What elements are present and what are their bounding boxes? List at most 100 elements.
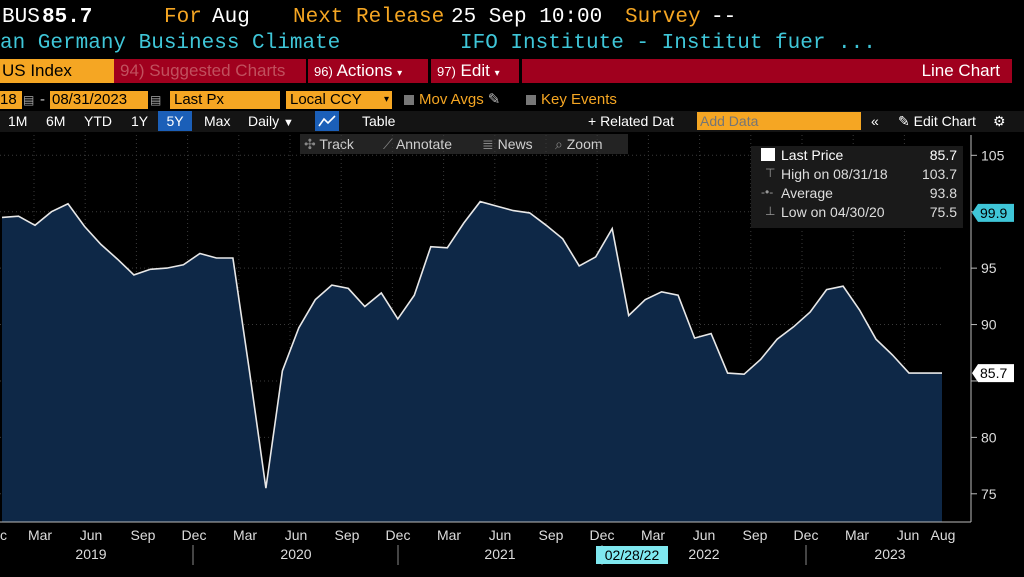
edit-label: Edit xyxy=(460,61,490,80)
key-events-toggle[interactable]: Key Events xyxy=(526,91,617,109)
price-area xyxy=(2,201,942,522)
start-calendar-icon[interactable]: ▤ xyxy=(23,93,35,107)
edit-chart-pencil-icon: ✎ xyxy=(898,113,910,129)
edit-number: 97) xyxy=(437,64,456,79)
news-icon: ≣ xyxy=(482,136,494,152)
key-events-checkbox[interactable] xyxy=(526,95,536,105)
survey-value: -- xyxy=(711,6,737,29)
range-ytd[interactable]: YTD xyxy=(84,113,112,129)
pencil-icon[interactable]: ✎ xyxy=(487,91,501,108)
field-value: Last Px xyxy=(174,91,225,108)
settings-gear-icon[interactable]: ⚙ xyxy=(993,113,1006,129)
legend-last-value: 85.7 xyxy=(929,147,957,163)
range-5y[interactable]: 5Y xyxy=(158,111,192,131)
y-tick-label: 75 xyxy=(981,486,997,502)
x-year-label: 2022 xyxy=(688,546,719,562)
end-date-field[interactable]: 08/31/2023 xyxy=(50,91,148,109)
suggested-charts-button[interactable]: 94) Suggested Charts xyxy=(114,59,306,83)
last-price-swatch xyxy=(761,148,775,161)
chart-type-label: Line Chart xyxy=(921,61,1000,80)
high-marker-icon: ⊤ xyxy=(765,166,776,180)
x-tick-label: Dec xyxy=(182,527,207,543)
currency-select[interactable]: Local CCY ▾ xyxy=(286,91,392,109)
add-data-input[interactable] xyxy=(697,112,861,130)
y-tick-label: 90 xyxy=(981,317,997,333)
index-tab[interactable]: US Index xyxy=(0,59,114,83)
start-date-value: 18 xyxy=(0,91,17,108)
x-tick-label: Dec xyxy=(794,527,819,543)
average-marker-icon: -•- xyxy=(761,185,774,199)
x-tick-label: Mar xyxy=(233,527,257,543)
edit-chart-button[interactable]: ✎ Edit Chart xyxy=(898,111,976,131)
news-button[interactable]: ≣ News xyxy=(482,134,533,154)
legend-average-value: 93.8 xyxy=(929,185,957,201)
currency-caret-icon: ▾ xyxy=(383,94,389,105)
annotate-button[interactable]: ⟋ Annotate xyxy=(383,134,452,154)
mov-avgs-checkbox[interactable] xyxy=(404,95,414,105)
frequency-select[interactable]: Daily ▼ xyxy=(248,111,294,131)
edit-menu[interactable]: 97) Edit ▾ xyxy=(431,59,519,83)
range-6m[interactable]: 6M xyxy=(46,113,66,129)
for-label: For xyxy=(164,6,202,29)
x-tick-label: Mar xyxy=(845,527,869,543)
chart-settings-row: 18 ▤ - 08/31/2023 ▤ Last Px Local CCY ▾ M… xyxy=(0,89,1024,110)
x-year-label: 2021 xyxy=(484,546,515,562)
zoom-button[interactable]: ⌕ Zoom xyxy=(555,134,603,154)
suggested-charts-label: 94) Suggested Charts xyxy=(120,61,286,80)
actions-menu[interactable]: 96) Actions ▾ xyxy=(308,59,428,83)
ticker: BUS xyxy=(2,6,40,29)
end-date-value: 08/31/2023 xyxy=(52,91,128,108)
security-name: an Germany Business Climate xyxy=(0,32,341,55)
legend-average-label: Average xyxy=(781,185,833,201)
price-flag-label: 99.9 xyxy=(980,205,1007,221)
x-tick-label: Sep xyxy=(743,527,768,543)
annotate-label: Annotate xyxy=(395,136,452,152)
x-tick-label: Dec xyxy=(590,527,615,543)
y-axis: 75 80 90 95 105 xyxy=(970,135,1005,522)
x-tick-label: Mar xyxy=(28,527,52,543)
x-year-label: 2020 xyxy=(280,546,311,562)
legend-high-label: High on 08/31/18 xyxy=(781,166,888,182)
x-tick-label: Sep xyxy=(335,527,360,543)
actions-number: 96) xyxy=(314,64,333,79)
x-tick-label: Mar xyxy=(641,527,665,543)
range-1m[interactable]: 1M xyxy=(8,113,28,129)
last-price-header: 85.7 xyxy=(42,6,93,29)
price-flag xyxy=(972,364,1014,383)
edit-caret-icon: ▾ xyxy=(494,68,500,79)
field-select[interactable]: Last Px xyxy=(170,91,280,109)
x-tick-label: Jun xyxy=(897,527,920,543)
line-chart-icon[interactable] xyxy=(315,111,339,131)
next-release-value: 25 Sep 10:00 xyxy=(451,6,603,29)
index-label: US Index xyxy=(2,61,72,80)
legend-low-label: Low on 04/30/20 xyxy=(781,204,885,220)
zoom-label: Zoom xyxy=(566,136,603,152)
table-button[interactable]: Table xyxy=(362,113,396,129)
x-tick-label: Aug xyxy=(931,527,956,543)
x-year-label: 2023 xyxy=(874,546,905,562)
security-description: an Germany Business Climate IFO Institut… xyxy=(0,32,1024,56)
for-value: Aug xyxy=(212,6,250,29)
annotate-pen-icon: ⟋ xyxy=(383,136,393,152)
start-date-field[interactable]: 18 xyxy=(0,91,22,109)
legend-low-value: 75.5 xyxy=(929,204,957,220)
frequency-value: Daily xyxy=(248,113,280,129)
range-max[interactable]: Max xyxy=(204,113,231,129)
price-flags: 99.9 85.7 xyxy=(972,203,1014,383)
collapse-icon[interactable]: « xyxy=(871,113,879,129)
end-calendar-icon[interactable]: ▤ xyxy=(150,93,162,107)
range-1y[interactable]: 1Y xyxy=(131,113,149,129)
edit-chart-label: Edit Chart xyxy=(913,113,976,129)
currency-value: Local CCY xyxy=(290,91,362,108)
x-tick-label: Sep xyxy=(539,527,564,543)
track-button[interactable]: ✣ Track xyxy=(304,134,354,154)
range-row: 1M 6M YTD 1Y 5Y Max Daily ▼ Table + Rela… xyxy=(0,111,1024,132)
y-tick-label: 80 xyxy=(981,429,997,445)
x-tick-label: Jun xyxy=(285,527,308,543)
key-events-label: Key Events xyxy=(541,91,617,108)
mov-avgs-toggle[interactable]: Mov Avgs ✎ xyxy=(404,91,500,109)
x-tick-label: Jun xyxy=(489,527,512,543)
actions-caret-icon: ▾ xyxy=(397,68,403,79)
related-data-button[interactable]: + Related Dat xyxy=(588,113,674,129)
